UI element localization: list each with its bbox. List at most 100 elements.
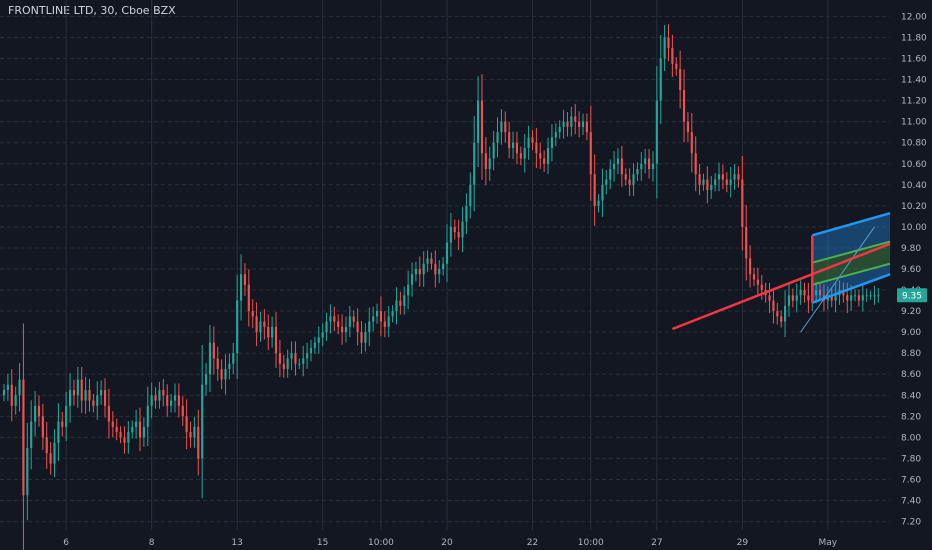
candle-body bbox=[368, 322, 370, 333]
candle-body bbox=[869, 295, 871, 296]
candle-body bbox=[438, 269, 440, 274]
candle-body bbox=[625, 174, 627, 179]
candle-body bbox=[120, 432, 122, 437]
candle-body bbox=[143, 427, 145, 438]
candle-body bbox=[850, 295, 852, 300]
candle-body bbox=[22, 380, 24, 496]
y-tick-label: 7.80 bbox=[901, 454, 921, 464]
candle-body bbox=[667, 37, 669, 48]
candle-body bbox=[395, 301, 397, 312]
candle-body bbox=[702, 180, 704, 185]
candle-body bbox=[197, 427, 199, 459]
candle-body bbox=[182, 406, 184, 417]
time-axis[interactable]: 6 8 13 15 10:00 20 22 10:00 27 29 May bbox=[63, 538, 837, 548]
candle-body bbox=[174, 395, 176, 400]
candle-body bbox=[337, 322, 339, 327]
candle-body bbox=[349, 316, 351, 327]
candle-body bbox=[123, 437, 125, 442]
y-tick-label: 11.40 bbox=[901, 76, 927, 86]
candle-body bbox=[399, 301, 401, 306]
candle-body bbox=[116, 427, 118, 432]
candle-body bbox=[360, 332, 362, 343]
x-tick-label: 13 bbox=[231, 538, 242, 548]
candle-body bbox=[244, 274, 246, 285]
candle-body bbox=[77, 380, 79, 396]
candle-body bbox=[310, 348, 312, 353]
candle-body bbox=[53, 443, 55, 464]
candle-body bbox=[322, 332, 324, 337]
candle-body bbox=[96, 395, 98, 406]
candle-body bbox=[345, 327, 347, 332]
candle-body bbox=[100, 390, 102, 395]
candle-body bbox=[629, 180, 631, 185]
candle-body bbox=[139, 422, 141, 438]
candle-body bbox=[535, 143, 537, 154]
y-tick-label: 12.00 bbox=[901, 12, 927, 22]
candle-body bbox=[306, 353, 308, 358]
x-tick-label: 27 bbox=[651, 538, 662, 548]
candle-body bbox=[353, 316, 355, 321]
candle-body bbox=[189, 432, 191, 437]
candle-body bbox=[61, 422, 63, 427]
candle-body bbox=[388, 316, 390, 327]
y-tick-label: 10.80 bbox=[901, 139, 927, 149]
candle-body bbox=[496, 132, 498, 143]
candle-body bbox=[131, 427, 133, 432]
candle-body bbox=[271, 327, 273, 338]
candle-body bbox=[376, 311, 378, 316]
candle-body bbox=[224, 369, 226, 380]
candle-body bbox=[57, 422, 59, 443]
candle-body bbox=[772, 301, 774, 312]
candle-body bbox=[741, 180, 743, 227]
candle-body bbox=[613, 164, 615, 169]
candle-body bbox=[473, 143, 475, 185]
candle-body bbox=[294, 353, 296, 364]
x-tick-label: 29 bbox=[737, 538, 749, 548]
candle-body bbox=[314, 343, 316, 348]
candle-body bbox=[147, 406, 149, 427]
candle-body bbox=[586, 122, 588, 133]
candle-body bbox=[528, 137, 530, 148]
candle-body bbox=[776, 311, 778, 316]
candle-body bbox=[803, 290, 805, 295]
candle-body bbox=[69, 390, 71, 406]
candle-body bbox=[178, 395, 180, 406]
candle-body bbox=[193, 427, 195, 438]
candle-body bbox=[419, 269, 421, 274]
candle-body bbox=[873, 295, 875, 296]
candle-body bbox=[256, 316, 258, 332]
x-tick-label: 20 bbox=[441, 538, 453, 548]
candle-body bbox=[430, 258, 432, 263]
candle-body bbox=[718, 174, 720, 179]
candle-body bbox=[493, 143, 495, 159]
y-tick-label: 11.80 bbox=[901, 33, 927, 43]
candle-body bbox=[275, 327, 277, 353]
candle-body bbox=[42, 416, 44, 437]
candle-body bbox=[442, 264, 444, 269]
candle-body bbox=[158, 390, 160, 401]
candle-body bbox=[283, 364, 285, 369]
candle-body bbox=[151, 395, 153, 406]
candle-body bbox=[574, 116, 576, 121]
candle-body bbox=[279, 353, 281, 364]
candle-body bbox=[792, 295, 794, 300]
y-tick-label: 11.00 bbox=[901, 118, 927, 128]
x-tick-label: 22 bbox=[527, 538, 538, 548]
candle-body bbox=[88, 390, 90, 401]
y-tick-label: 9.20 bbox=[901, 307, 921, 317]
candlestick-series bbox=[3, 24, 879, 550]
candle-body bbox=[162, 390, 164, 395]
y-tick-label: 8.80 bbox=[901, 349, 921, 359]
candle-body bbox=[644, 158, 646, 163]
candle-body bbox=[679, 69, 681, 90]
y-tick-label: 10.40 bbox=[901, 181, 927, 191]
candle-body bbox=[341, 327, 343, 332]
y-tick-label: 9.60 bbox=[901, 265, 921, 275]
candle-body bbox=[699, 174, 701, 185]
candle-body bbox=[737, 174, 739, 179]
price-axis[interactable]: 7.20 7.40 7.60 7.80 8.00 8.20 8.40 8.60 8.80 9.00… bbox=[901, 12, 927, 527]
candle-body bbox=[186, 416, 188, 432]
candle-body bbox=[205, 374, 207, 385]
candle-body bbox=[477, 101, 479, 143]
